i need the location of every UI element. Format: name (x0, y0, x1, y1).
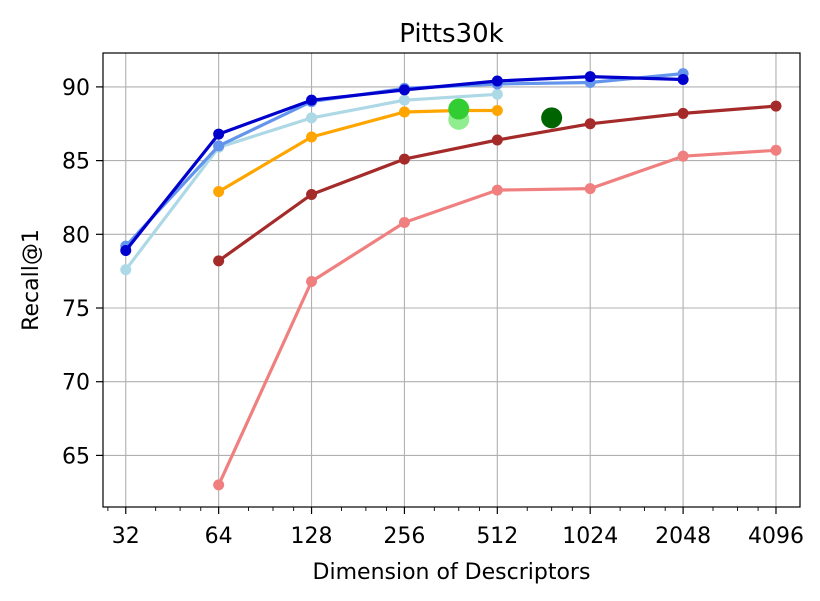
series-orange-point (491, 104, 503, 116)
x-tick-label: 2048 (655, 524, 711, 549)
series-brown-point (491, 134, 503, 146)
series-brown-point (770, 100, 782, 112)
series-light-coral-point (491, 184, 503, 196)
x-tick-label: 256 (383, 524, 425, 549)
series-brown-point (213, 255, 225, 267)
x-tick-label: 512 (476, 524, 518, 549)
series-light-coral (213, 144, 782, 491)
series-medium-blue-point (120, 245, 132, 257)
series-cornflower-blue-point (213, 140, 225, 152)
point-dark-green (541, 107, 563, 129)
x-axis-title: Dimension of Descriptors (313, 560, 591, 585)
chart-title: Pitts30k (399, 19, 503, 49)
series-light-coral-point (213, 479, 225, 491)
x-tick-label: 64 (205, 524, 233, 549)
series-layer (120, 68, 782, 491)
y-axis-title: Recall@1 (19, 229, 44, 331)
series-light-coral-point (677, 150, 689, 162)
series-brown-point (584, 118, 596, 130)
series-light-coral-point (584, 183, 596, 195)
series-orange-point (213, 186, 225, 198)
x-tick-label: 128 (291, 524, 333, 549)
y-tick-label: 70 (62, 371, 90, 396)
y-tick-label: 65 (62, 444, 90, 469)
series-light-blue-point (306, 112, 318, 124)
x-tick-label: 4096 (748, 524, 804, 549)
x-tick-label: 1024 (562, 524, 618, 549)
series-brown-point (306, 189, 318, 201)
y-tick-label: 80 (62, 223, 90, 248)
point-lime-green (448, 98, 470, 120)
series-medium-blue-point (306, 94, 318, 106)
series-orange-point (398, 106, 410, 118)
series-medium-blue-point (398, 84, 410, 96)
series-brown (213, 100, 782, 267)
series-medium-blue-point (213, 128, 225, 140)
y-tick-label: 90 (62, 76, 90, 101)
series-light-coral-point (770, 144, 782, 156)
series-brown-point (677, 107, 689, 119)
series-medium-blue (120, 71, 689, 257)
points-layer (448, 98, 563, 130)
series-light-blue-point (120, 264, 132, 276)
series-orange-point (306, 131, 318, 143)
series-brown-point (398, 153, 410, 165)
x-tick-label: 32 (112, 524, 140, 549)
y-tick-label: 85 (62, 150, 90, 175)
series-medium-blue-point (491, 75, 503, 87)
ticks-layer: 32 64 128 256 512 1024 2048 4096 65 70 75 80 85 90 (62, 76, 804, 549)
series-light-blue-point (491, 88, 503, 100)
y-tick-label: 75 (62, 297, 90, 322)
series-light-coral-point (398, 217, 410, 229)
series-medium-blue-point (677, 74, 689, 86)
plot-frame (102, 52, 801, 508)
series-medium-blue-point (584, 71, 596, 83)
series-light-blue-point (398, 94, 410, 106)
series-light-coral-point (306, 275, 318, 287)
